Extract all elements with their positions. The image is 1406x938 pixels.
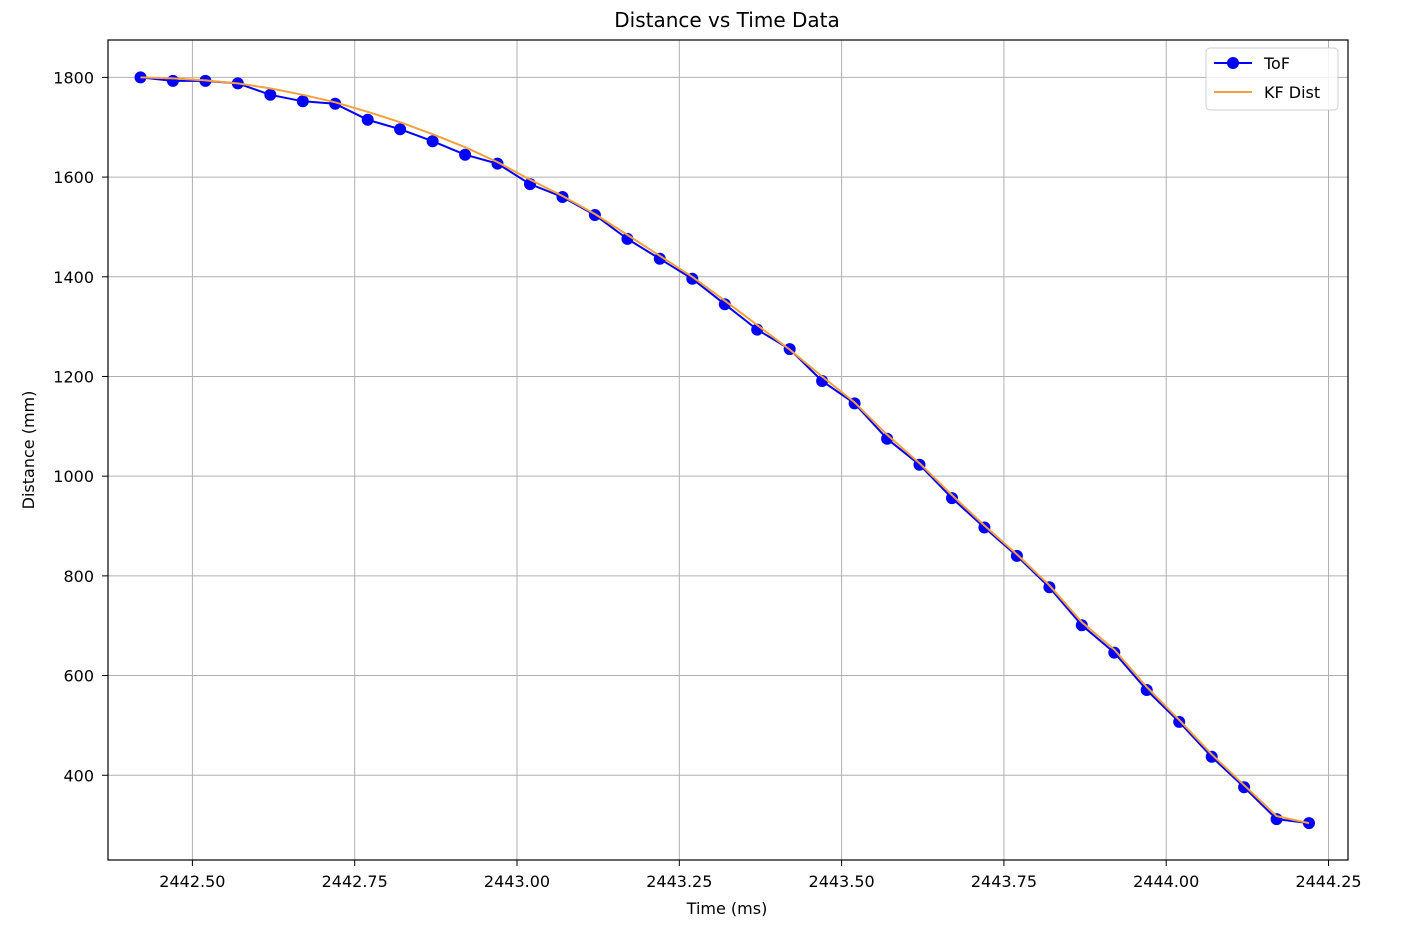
tof-data-point (1238, 781, 1251, 794)
tof-data-point (718, 298, 731, 311)
legend: ToF KF Dist (1205, 47, 1339, 111)
x-tick-label: 2443.25 (646, 872, 712, 891)
tof-data-point (166, 74, 179, 87)
tof-data-point (978, 521, 991, 534)
series-layer (134, 71, 1315, 830)
y-tick-label: 1200 (53, 367, 94, 386)
y-tick-label: 1800 (53, 68, 94, 87)
tof-data-point (946, 492, 958, 505)
x-axis-title: Time (ms) (686, 899, 768, 918)
y-tick-label: 1400 (53, 268, 94, 287)
tof-data-point (264, 88, 277, 101)
kf-dist-series-line (140, 76, 1310, 825)
tof-data-point (296, 95, 309, 108)
tof-data-point (1043, 581, 1056, 594)
x-tick-label: 2444.00 (1133, 872, 1199, 891)
tof-data-point (394, 123, 407, 136)
y-tick-label: 600 (63, 667, 94, 686)
x-tick-label: 2442.75 (322, 872, 388, 891)
tof-data-point (1205, 750, 1218, 763)
chart-title: Distance vs Time Data (614, 8, 839, 32)
tof-data-point (1173, 715, 1186, 728)
y-tick-label: 400 (63, 766, 94, 785)
legend-tof-marker (1227, 57, 1239, 69)
y-tick-label: 800 (63, 567, 94, 586)
tof-data-point (881, 432, 894, 445)
tof-data-point (459, 148, 472, 161)
x-tick-label: 2442.50 (159, 872, 225, 891)
legend-label-kf-dist: KF Dist (1264, 83, 1320, 102)
y-axis-title: Distance (mm) (19, 391, 38, 510)
tof-data-point (361, 113, 374, 126)
x-tick-label: 2443.50 (809, 872, 875, 891)
plot-frame (107, 39, 1349, 861)
y-tick-label: 1000 (53, 467, 94, 486)
x-tick-label: 2443.00 (484, 872, 550, 891)
ticks: 2442.50 2442.75 2443.00 2443.25 2443.50 2443.… (53, 68, 1361, 891)
x-tick-label: 2444.25 (1295, 872, 1361, 891)
grid (108, 40, 1348, 860)
y-tick-label: 1600 (53, 168, 94, 187)
tof-data-point (426, 135, 439, 148)
tof-data-point (1108, 646, 1121, 659)
tof-data-point (1075, 619, 1088, 632)
tof-data-point (653, 252, 666, 265)
x-tick-label: 2443.75 (971, 872, 1037, 891)
tof-data-point (1140, 684, 1153, 696)
legend-label-tof: ToF (1263, 54, 1290, 73)
